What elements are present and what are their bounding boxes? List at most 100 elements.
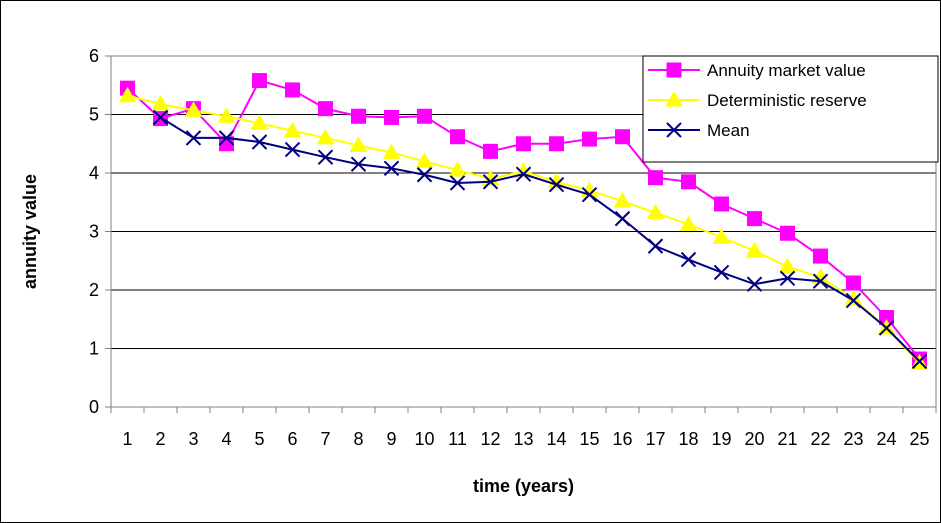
square-marker bbox=[516, 136, 531, 152]
x-tick-label: 25 bbox=[909, 429, 929, 449]
square-marker bbox=[681, 174, 696, 190]
x-marker bbox=[666, 122, 682, 138]
legend-label: Deterministic reserve bbox=[707, 91, 867, 110]
triangle-marker bbox=[679, 215, 698, 231]
triangle-marker bbox=[382, 143, 401, 160]
square-marker bbox=[384, 109, 399, 125]
x-tick-label: 23 bbox=[843, 429, 863, 449]
x-tick-label: 7 bbox=[320, 429, 330, 449]
x-marker bbox=[581, 186, 598, 203]
triangle-marker bbox=[151, 94, 170, 111]
triangle-marker bbox=[448, 161, 467, 177]
y-tick-label: 2 bbox=[89, 280, 99, 300]
square-marker bbox=[417, 108, 432, 124]
x-marker bbox=[416, 167, 433, 183]
square-marker bbox=[549, 136, 564, 152]
x-marker bbox=[383, 160, 400, 177]
x-tick-label: 19 bbox=[711, 429, 731, 449]
x-tick-label: 3 bbox=[188, 429, 198, 449]
square-marker bbox=[483, 143, 498, 159]
x-tick-label: 9 bbox=[386, 429, 396, 449]
x-marker bbox=[350, 156, 367, 172]
x-marker bbox=[284, 141, 301, 158]
y-tick-label: 0 bbox=[89, 397, 99, 417]
square-marker bbox=[666, 62, 682, 78]
x-tick-label: 13 bbox=[513, 429, 533, 449]
legend: Annuity market value Deterministic reserv… bbox=[642, 55, 939, 163]
x-marker bbox=[812, 273, 829, 289]
x-marker bbox=[218, 130, 235, 146]
legend-label: Annuity market value bbox=[707, 61, 866, 80]
x-marker bbox=[515, 166, 532, 182]
legend-item: Deterministic reserve bbox=[648, 90, 867, 110]
series-layer bbox=[118, 73, 929, 370]
x-tick-label: 20 bbox=[744, 429, 764, 449]
triangle-marker bbox=[778, 257, 797, 274]
x-axis-ticks: 1 2 3 4 5 6 7 8 9 10 11 12 13 14 15 16 17 18 19 20 21 22 23 24 2… bbox=[110, 407, 937, 449]
square-marker bbox=[582, 131, 597, 147]
square-marker bbox=[450, 129, 465, 145]
x-marker bbox=[680, 251, 697, 268]
x-marker bbox=[779, 270, 796, 287]
square-marker bbox=[780, 225, 795, 241]
legend-box bbox=[642, 55, 939, 163]
triangle-marker bbox=[712, 228, 731, 244]
y-tick-label: 5 bbox=[89, 105, 99, 125]
x-tick-label: 8 bbox=[353, 429, 363, 449]
x-marker bbox=[911, 353, 928, 370]
square-marker bbox=[615, 129, 630, 145]
x-marker bbox=[482, 174, 499, 190]
triangle-marker bbox=[217, 107, 236, 123]
x-marker bbox=[251, 134, 268, 150]
x-tick-label: 14 bbox=[546, 429, 566, 449]
x-marker bbox=[746, 276, 763, 292]
x-tick-label: 5 bbox=[254, 429, 264, 449]
x-tick-label: 10 bbox=[414, 429, 434, 449]
x-tick-label: 16 bbox=[612, 429, 632, 449]
square-marker bbox=[252, 73, 267, 89]
x-marker bbox=[878, 320, 895, 336]
triangle-marker bbox=[745, 241, 764, 258]
square-marker bbox=[351, 108, 366, 124]
x-marker bbox=[614, 210, 631, 227]
square-marker bbox=[285, 82, 300, 98]
x-marker bbox=[152, 109, 169, 126]
x-tick-label: 18 bbox=[678, 429, 698, 449]
square-marker bbox=[714, 196, 729, 212]
x-marker bbox=[548, 176, 565, 193]
y-tick-label: 6 bbox=[89, 46, 99, 66]
legend-label: Mean bbox=[707, 121, 750, 140]
triangle-marker bbox=[283, 121, 302, 138]
y-tick-label: 1 bbox=[89, 339, 99, 359]
triangle-marker bbox=[665, 90, 683, 107]
triangle-marker bbox=[184, 101, 203, 117]
triangle-marker bbox=[316, 128, 335, 145]
x-marker bbox=[317, 149, 334, 165]
triangle-marker bbox=[613, 192, 632, 208]
legend-item: Annuity market value bbox=[648, 61, 866, 80]
x-tick-label: 1 bbox=[122, 429, 132, 449]
triangle-marker bbox=[118, 86, 137, 103]
triangle-marker bbox=[250, 114, 269, 130]
y-tick-label: 3 bbox=[89, 222, 99, 242]
square-marker bbox=[318, 101, 333, 117]
y-tick-label: 4 bbox=[89, 163, 99, 183]
x-tick-label: 21 bbox=[777, 429, 797, 449]
triangle-marker bbox=[349, 136, 368, 153]
x-tick-label: 24 bbox=[876, 429, 896, 449]
x-marker bbox=[449, 175, 466, 191]
y-axis-ticks: 0 1 2 3 4 5 6 bbox=[89, 46, 111, 417]
x-tick-label: 22 bbox=[810, 429, 830, 449]
square-marker bbox=[846, 275, 861, 291]
square-marker bbox=[648, 170, 663, 186]
x-tick-label: 11 bbox=[448, 429, 467, 449]
square-marker bbox=[747, 211, 762, 227]
x-tick-label: 2 bbox=[155, 429, 165, 449]
x-tick-label: 4 bbox=[221, 429, 231, 449]
series-mean bbox=[152, 109, 928, 370]
legend-item: Mean bbox=[648, 121, 750, 140]
x-tick-label: 12 bbox=[480, 429, 500, 449]
x-tick-label: 17 bbox=[645, 429, 665, 449]
x-axis-title: time (years) bbox=[473, 476, 574, 496]
